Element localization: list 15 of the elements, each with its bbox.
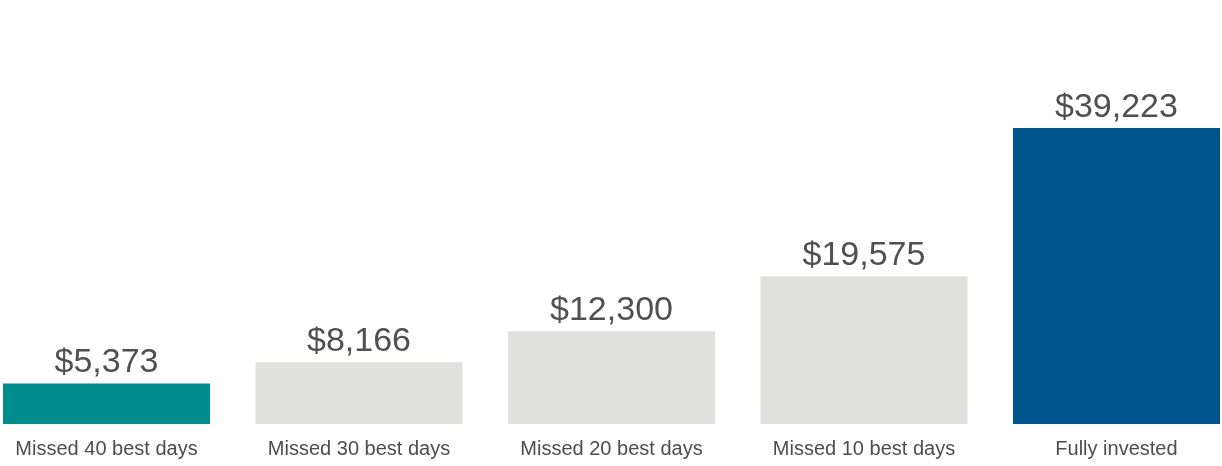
x-tick-label: Missed 40 best days xyxy=(15,436,198,459)
data-label: $19,575 xyxy=(802,234,926,273)
x-tick-label: Missed 10 best days xyxy=(772,436,956,459)
x-tick-label: Missed 20 best days xyxy=(520,436,703,459)
bar xyxy=(507,331,716,424)
data-label: $12,300 xyxy=(550,289,673,328)
x-tick-label: Fully invested xyxy=(1055,436,1178,459)
data-label: $39,223 xyxy=(1055,86,1178,124)
data-label: $5,373 xyxy=(54,341,159,380)
bar xyxy=(760,276,968,424)
bar xyxy=(3,383,211,424)
bar xyxy=(1012,128,1220,424)
data-label: $8,166 xyxy=(307,320,412,359)
bar xyxy=(255,362,463,424)
x-tick-label: Missed 30 best days xyxy=(267,436,451,459)
